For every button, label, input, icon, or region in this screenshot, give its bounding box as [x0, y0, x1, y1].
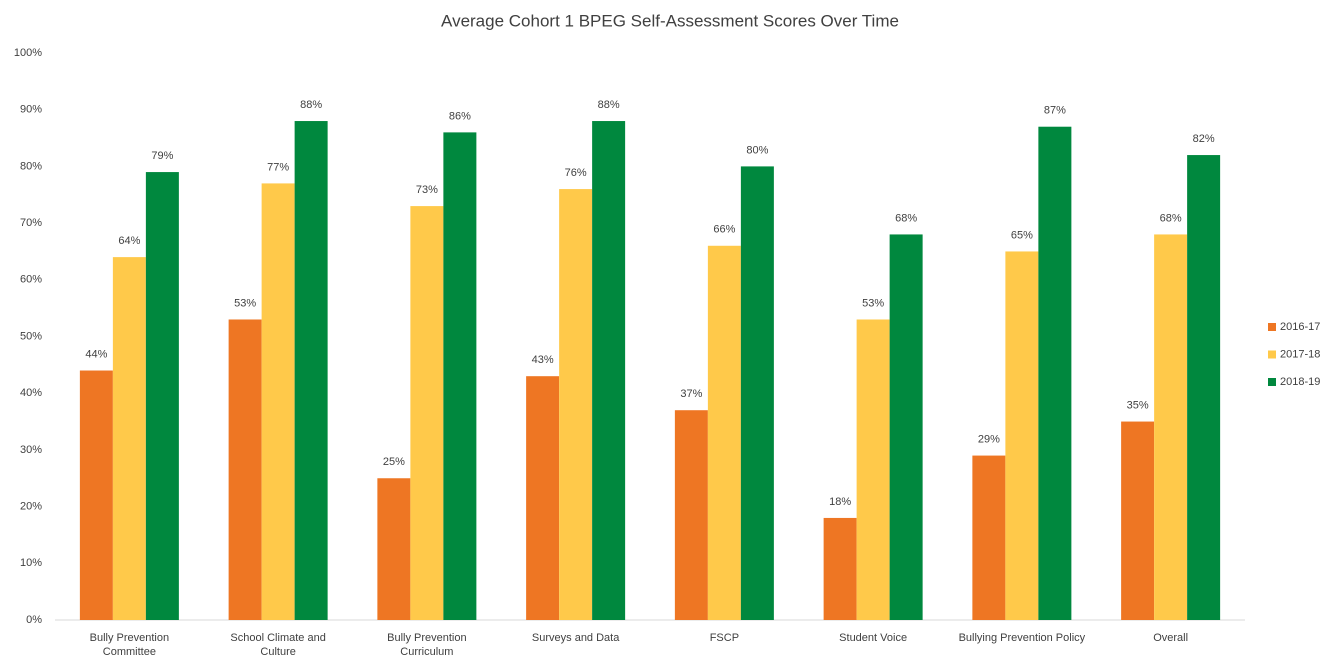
x-tick-label: Bully Prevention Curriculum — [387, 632, 467, 658]
x-tick-label: Student Voice — [839, 632, 908, 644]
data-label: 44% — [85, 348, 107, 360]
y-tick-label: 100% — [14, 47, 42, 59]
bar — [261, 183, 295, 620]
legend-label: 2018-19 — [1280, 376, 1320, 388]
x-tick-label: Bullying Prevention Policy — [958, 632, 1086, 644]
bar — [1005, 251, 1039, 620]
data-label: 76% — [565, 167, 587, 179]
y-tick-label: 60% — [20, 274, 42, 286]
legend-swatch — [1268, 323, 1276, 331]
y-tick-label: 20% — [20, 501, 42, 513]
data-label: 35% — [1127, 399, 1149, 411]
data-label: 25% — [383, 456, 405, 468]
bar — [592, 121, 626, 620]
bar — [526, 376, 560, 620]
data-label: 88% — [300, 99, 322, 111]
data-label: 68% — [1160, 212, 1182, 224]
bar — [377, 478, 411, 620]
legend-swatch — [1268, 378, 1276, 386]
data-label: 77% — [267, 161, 289, 173]
data-label: 53% — [234, 297, 256, 309]
bar — [294, 121, 328, 620]
bar — [889, 234, 923, 620]
data-label: 88% — [598, 99, 620, 111]
y-tick-label: 50% — [20, 330, 42, 342]
data-label: 82% — [1193, 133, 1215, 145]
bar — [145, 172, 179, 620]
bar — [410, 206, 444, 620]
x-tick-label: Surveys and Data — [531, 632, 620, 644]
data-label: 43% — [532, 354, 554, 366]
data-label: 68% — [895, 212, 917, 224]
data-label: 65% — [1011, 229, 1033, 241]
bar — [740, 166, 774, 620]
bar — [972, 455, 1006, 620]
bar — [1038, 126, 1072, 621]
bar — [674, 410, 708, 620]
data-label: 80% — [746, 144, 768, 156]
x-tick-label: Overall — [1153, 632, 1189, 644]
chart-title: Average Cohort 1 BPEG Self-Assessment Sc… — [441, 11, 899, 30]
legend-label: 2017-18 — [1280, 348, 1320, 360]
data-label: 73% — [416, 184, 438, 196]
data-label: 66% — [713, 224, 735, 236]
y-tick-label: 80% — [20, 160, 42, 172]
legend-label: 2016-17 — [1280, 321, 1320, 333]
data-label: 64% — [118, 235, 140, 247]
bar — [823, 517, 857, 620]
data-label: 29% — [978, 433, 1000, 445]
data-label: 87% — [1044, 105, 1066, 117]
data-label: 86% — [449, 110, 471, 122]
y-tick-label: 40% — [20, 387, 42, 399]
bar — [707, 245, 741, 620]
y-tick-label: 90% — [20, 104, 42, 116]
data-label: 79% — [151, 150, 173, 162]
bar — [112, 257, 146, 620]
x-tick-label: Bully Prevention Committee — [89, 632, 170, 658]
bar — [1154, 234, 1188, 620]
y-tick-label: 70% — [20, 217, 42, 229]
bar — [856, 319, 890, 620]
bar — [1121, 421, 1155, 620]
x-tick-label: School Climate and Culture — [230, 632, 326, 658]
bar — [1187, 155, 1221, 620]
y-tick-label: 30% — [20, 444, 42, 456]
bar — [228, 319, 262, 620]
bar — [559, 189, 593, 620]
y-tick-label: 0% — [26, 614, 42, 626]
bar — [443, 132, 477, 620]
data-label: 53% — [862, 297, 884, 309]
y-tick-label: 10% — [20, 557, 42, 569]
x-tick-label: FSCP — [709, 632, 740, 644]
legend-swatch — [1268, 350, 1276, 359]
data-label: 18% — [829, 496, 851, 508]
bar — [79, 370, 113, 620]
data-label: 37% — [680, 388, 702, 400]
